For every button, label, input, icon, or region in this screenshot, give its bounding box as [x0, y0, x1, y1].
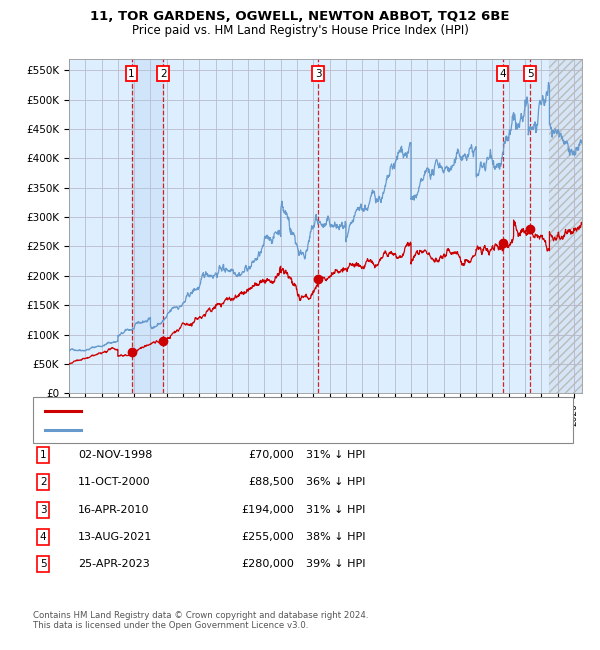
Text: 11-OCT-2000: 11-OCT-2000	[78, 477, 151, 488]
Text: 4: 4	[499, 68, 506, 79]
Text: £280,000: £280,000	[241, 559, 294, 569]
Bar	[131, 58, 163, 393]
Text: 1: 1	[128, 68, 135, 79]
Text: 2: 2	[40, 477, 47, 488]
Text: 39% ↓ HPI: 39% ↓ HPI	[306, 559, 365, 569]
Text: 3: 3	[40, 504, 47, 515]
Text: 31% ↓ HPI: 31% ↓ HPI	[306, 450, 365, 460]
Bar	[550, 58, 582, 393]
Text: 11, TOR GARDENS, OGWELL, NEWTON ABBOT, TQ12 6BE (detached house): 11, TOR GARDENS, OGWELL, NEWTON ABBOT, T…	[89, 406, 464, 415]
Text: HPI: Average price, detached house, Teignbridge: HPI: Average price, detached house, Teig…	[89, 425, 331, 436]
Text: 5: 5	[527, 68, 533, 79]
Text: Price paid vs. HM Land Registry's House Price Index (HPI): Price paid vs. HM Land Registry's House …	[131, 24, 469, 37]
Text: 25-APR-2023: 25-APR-2023	[78, 559, 150, 569]
Text: 02-NOV-1998: 02-NOV-1998	[78, 450, 152, 460]
Text: Contains HM Land Registry data © Crown copyright and database right 2024.
This d: Contains HM Land Registry data © Crown c…	[33, 611, 368, 630]
Bar	[550, 58, 582, 393]
Text: 11, TOR GARDENS, OGWELL, NEWTON ABBOT, TQ12 6BE: 11, TOR GARDENS, OGWELL, NEWTON ABBOT, T…	[90, 10, 510, 23]
Text: £70,000: £70,000	[248, 450, 294, 460]
Text: £88,500: £88,500	[248, 477, 294, 488]
Text: 5: 5	[40, 559, 47, 569]
Text: 13-AUG-2021: 13-AUG-2021	[78, 532, 152, 542]
Text: 31% ↓ HPI: 31% ↓ HPI	[306, 504, 365, 515]
Text: 2: 2	[160, 68, 166, 79]
Text: £194,000: £194,000	[241, 504, 294, 515]
Text: 1: 1	[40, 450, 47, 460]
Text: 4: 4	[40, 532, 47, 542]
Text: 36% ↓ HPI: 36% ↓ HPI	[306, 477, 365, 488]
Text: 38% ↓ HPI: 38% ↓ HPI	[306, 532, 365, 542]
Text: 16-APR-2010: 16-APR-2010	[78, 504, 149, 515]
Text: £255,000: £255,000	[241, 532, 294, 542]
Text: 3: 3	[314, 68, 322, 79]
